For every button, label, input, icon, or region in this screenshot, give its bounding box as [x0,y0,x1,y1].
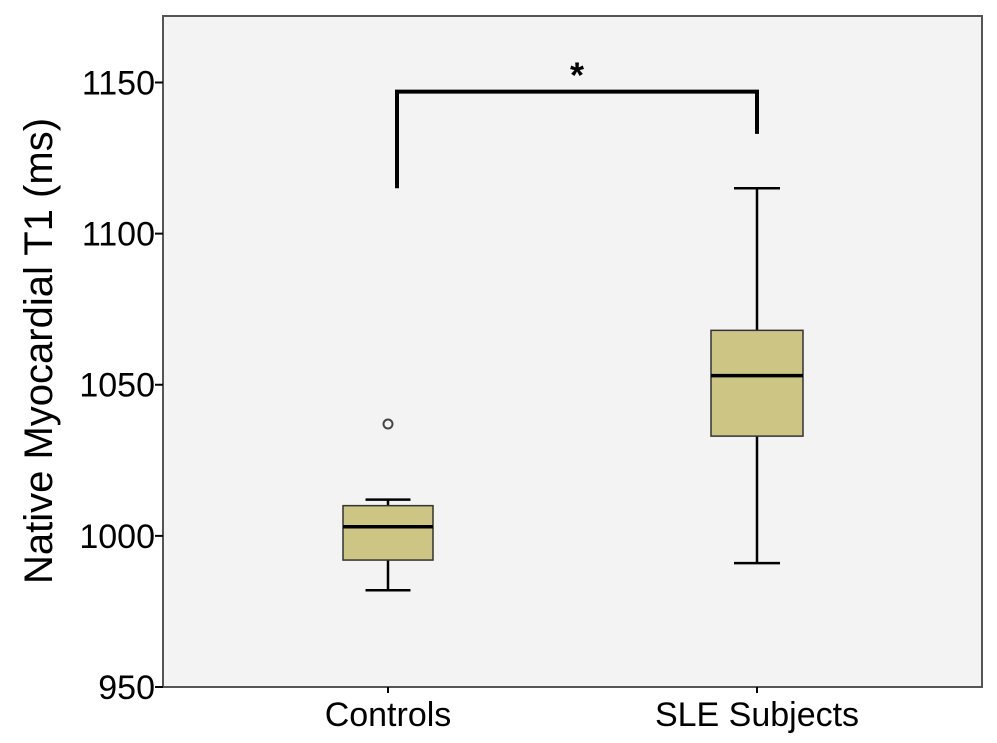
x-category-label: SLE Subjects [655,696,859,734]
x-axis: Controls SLE Subjects [325,687,859,734]
y-tick-label: 1000 [79,518,155,556]
box-sle-subjects [710,187,804,565]
y-tick-label: 1050 [79,367,155,405]
y-tick-label: 1150 [82,64,155,102]
significance-label: * [570,55,584,96]
outlier-point [382,418,394,430]
y-tick-label: 1100 [82,216,155,254]
y-axis-title: Native Myocardial T1 (ms) [17,118,61,584]
significance-bracket [395,89,759,189]
box-controls [342,418,434,592]
y-axis: 950 1000 1050 1100 1150 [79,64,163,707]
x-category-label: Controls [325,696,452,734]
plot-panel [162,15,983,688]
y-tick-label: 950 [98,669,155,707]
boxes-group [342,187,804,592]
significance-group: * [395,55,759,189]
box-iqr [342,504,434,561]
box-iqr [710,329,804,437]
